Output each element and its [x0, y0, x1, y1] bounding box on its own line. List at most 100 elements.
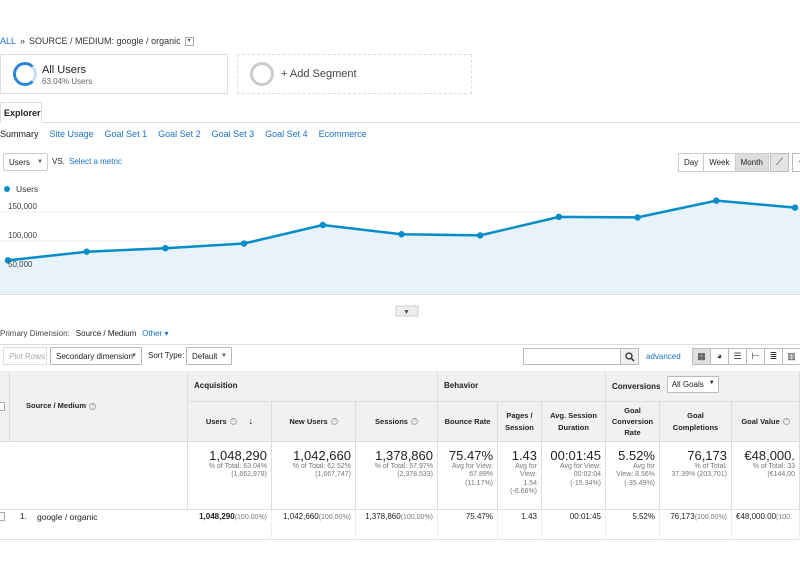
help-icon[interactable]: ?: [229, 418, 237, 425]
col-goal-value-label: Goal Value: [741, 416, 780, 426]
period-day-button[interactable]: Day: [678, 153, 705, 172]
data-point[interactable]: [477, 232, 484, 239]
total-goal-conv-line2: View: 8.56%: [616, 471, 655, 479]
segment-all-users[interactable]: All Users 63.04% Users: [0, 54, 228, 94]
group-acquisition: Acquisition: [188, 371, 438, 402]
term-cloud-icon[interactable]: ≣: [764, 348, 783, 365]
col-goal-completions[interactable]: Goal Completions: [660, 402, 732, 442]
col-avg-session-label: Avg. Session Duration: [550, 411, 597, 432]
period-month-button[interactable]: Month: [734, 153, 769, 172]
primary-dimension-other[interactable]: Other ▾: [142, 329, 169, 338]
col-avg-session[interactable]: Avg. Session Duration: [542, 402, 606, 442]
total-bounce-rate-line1: Avg for View:: [452, 463, 493, 470]
data-point[interactable]: [555, 213, 563, 221]
col-new-users[interactable]: New Users?: [272, 402, 356, 442]
total-pages-session-line3: 1.54: [523, 479, 537, 487]
subtab-goal-set-3[interactable]: Goal Set 3: [211, 129, 255, 139]
total-goal-conv-value: 5.52%: [618, 448, 655, 463]
subtab-site-usage[interactable]: Site Usage: [49, 129, 94, 139]
metric-select[interactable]: Users ▼: [3, 153, 48, 171]
data-point[interactable]: [83, 248, 90, 255]
total-new-users-pct: % of Total: 62.52%: [292, 463, 351, 470]
col-users[interactable]: Users? ↓: [188, 402, 272, 442]
row-goal-value-value: €48,000.00: [736, 512, 777, 521]
motion-chart-icon[interactable]: ⁘: [792, 153, 800, 172]
select-all-checkbox[interactable]: [0, 402, 5, 411]
col-goal-value[interactable]: Goal Value?: [732, 402, 800, 442]
subtab-goal-set-2[interactable]: Goal Set 2: [158, 129, 201, 139]
help-icon[interactable]: ?: [330, 418, 338, 425]
data-point[interactable]: [162, 244, 169, 252]
subtab-goal-set-1[interactable]: Goal Set 1: [104, 129, 148, 139]
toolbar-divider: [0, 344, 800, 345]
search-button[interactable]: [620, 348, 639, 365]
add-segment-button[interactable]: + Add Segment: [237, 54, 472, 94]
data-point[interactable]: [791, 204, 799, 211]
select-metric-link[interactable]: Select a metric: [69, 157, 122, 166]
subtab-ecommerce[interactable]: Ecommerce: [318, 129, 367, 139]
total-new-users-base: (1,667,747): [315, 471, 351, 479]
secondary-dimension-select[interactable]: Secondary dimension ▼: [50, 347, 142, 365]
pie-view-icon[interactable]: ◕: [710, 348, 729, 365]
users-chart: 150,000 100,000 50,000 Users ▼: [0, 184, 800, 317]
breadcrumb-all-link[interactable]: ALL: [0, 36, 17, 46]
data-point[interactable]: [634, 214, 641, 221]
primary-dimension-value[interactable]: Source / Medium: [75, 329, 137, 338]
chevron-down-icon: ▼: [221, 353, 227, 359]
row-checkbox[interactable]: [0, 512, 5, 521]
line-chart-icon[interactable]: ⟋: [770, 153, 789, 172]
total-goal-value-value: €48,000.: [744, 448, 795, 463]
dimension-header-label: Source / Medium: [26, 401, 87, 411]
goals-select[interactable]: All Goals ▼: [666, 376, 719, 393]
series-points: [4, 197, 799, 264]
plot-rows-button[interactable]: Plot Rows: [3, 347, 47, 365]
tab-explorer[interactable]: Explorer: [0, 102, 42, 123]
col-sessions[interactable]: Sessions?: [356, 402, 438, 442]
row-goal-completions: 76,173(100.00%): [660, 510, 732, 540]
total-goal-completions-line2: 37.39% (203,701): [671, 471, 727, 479]
col-bounce-rate[interactable]: Bounce Rate: [438, 402, 498, 442]
col-pages-session[interactable]: Pages / Session: [498, 402, 542, 442]
subtab-goal-set-4[interactable]: Goal Set 4: [265, 129, 308, 139]
total-pages-session-line2: View:: [520, 471, 537, 479]
chart-collapse-handle[interactable]: [395, 305, 419, 317]
data-point[interactable]: [398, 231, 405, 238]
advanced-filter-link[interactable]: advanced: [646, 352, 681, 361]
comparison-view-icon[interactable]: ⊢: [746, 348, 765, 365]
help-icon[interactable]: ?: [410, 418, 418, 425]
total-pages-session: 1.43 Avg for View: 1.54 (-6.66%): [498, 442, 542, 510]
period-week-button[interactable]: Week: [703, 153, 736, 172]
row-dimension-link[interactable]: google / organic: [37, 512, 98, 522]
total-goal-conv: 5.52% Avg for View: 8.56% (-35.49%): [606, 442, 660, 510]
performance-view-icon[interactable]: ☰: [728, 348, 747, 365]
subtab-summary[interactable]: Summary: [0, 129, 39, 139]
col-sessions-label: Sessions: [375, 416, 408, 426]
total-users-base: (1,662,978): [231, 471, 267, 479]
table-view-icon[interactable]: ▦: [692, 348, 711, 365]
breadcrumb-dropdown-icon[interactable]: ▾: [184, 36, 194, 46]
col-goal-conv[interactable]: Goal Conversion Rate: [606, 402, 660, 442]
col-bounce-rate-label: Bounce Rate: [444, 416, 491, 426]
help-icon[interactable]: ?: [782, 418, 790, 425]
dimension-header[interactable]: Source / Medium?: [10, 371, 188, 442]
table-row[interactable]: [0, 510, 800, 540]
row-goal-completions-value: 76,173: [670, 512, 695, 521]
group-behavior: Behavior: [438, 371, 606, 402]
sort-type-select[interactable]: Default ▼: [186, 347, 232, 365]
row-sessions-value: 1,378,860: [365, 512, 401, 521]
pivot-view-icon[interactable]: ▥: [782, 348, 800, 365]
primary-dimension-bar: Primary Dimension: Source / Medium Other…: [0, 329, 169, 338]
data-point[interactable]: [240, 240, 248, 247]
data-point[interactable]: [4, 257, 12, 264]
help-icon[interactable]: ?: [89, 402, 97, 410]
chevron-down-icon: ▼: [708, 380, 715, 386]
data-point[interactable]: [713, 197, 720, 204]
add-segment-label: + Add Segment: [281, 68, 357, 80]
row-new-users-value: 1,042,660: [283, 512, 319, 521]
totals-label-cell: [0, 442, 188, 510]
row-new-users: 1,042,660(100.00%): [272, 510, 356, 540]
table-search-input[interactable]: [523, 348, 621, 365]
data-point[interactable]: [319, 221, 326, 229]
row-bounce-rate: 75.47%: [438, 510, 498, 540]
legend-swatch: [4, 186, 10, 192]
